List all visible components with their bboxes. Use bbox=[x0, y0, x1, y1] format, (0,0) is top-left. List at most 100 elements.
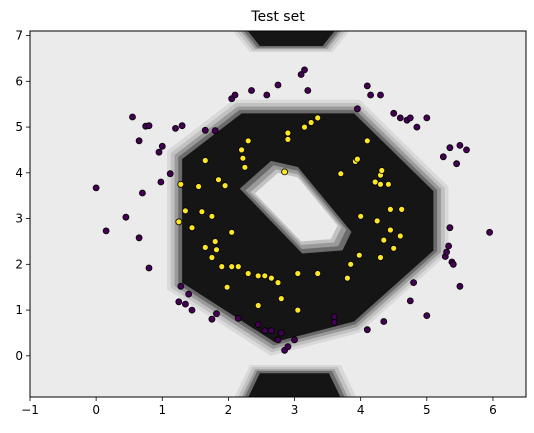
x-tick-label: 3 bbox=[291, 403, 299, 417]
point-class-1 bbox=[211, 238, 219, 245]
point-class-1 bbox=[314, 270, 322, 277]
point-class-0 bbox=[181, 300, 189, 308]
chart-title: Test set bbox=[250, 9, 305, 25]
point-class-1 bbox=[181, 207, 189, 215]
contour-top-4 bbox=[247, 31, 335, 46]
point-class-1 bbox=[244, 137, 252, 145]
point-class-0 bbox=[208, 315, 216, 323]
point-class-0 bbox=[456, 282, 464, 290]
point-class-0 bbox=[453, 160, 461, 168]
point-class-1 bbox=[221, 182, 229, 190]
point-class-0 bbox=[363, 326, 371, 334]
y-tick-label: 5 bbox=[15, 120, 23, 134]
point-class-1 bbox=[241, 163, 249, 171]
point-class-1 bbox=[307, 119, 315, 126]
point-class-1 bbox=[198, 208, 206, 216]
point-class-1 bbox=[208, 254, 216, 261]
point-class-0 bbox=[158, 142, 166, 150]
point-class-0 bbox=[267, 327, 275, 335]
plot-frame bbox=[29, 30, 527, 398]
point-class-0 bbox=[211, 127, 219, 135]
x-axis: −1 0 1 2 3 4 5 6 bbox=[21, 397, 497, 417]
point-class-0 bbox=[406, 114, 414, 122]
point-class-1 bbox=[234, 263, 242, 271]
point-class-0 bbox=[443, 248, 451, 256]
point-class-0 bbox=[274, 336, 282, 344]
point-class-0 bbox=[486, 228, 494, 236]
point-class-1 bbox=[277, 295, 285, 303]
point-class-0 bbox=[102, 227, 110, 235]
point-class-1 bbox=[390, 244, 398, 252]
point-class-0 bbox=[248, 87, 255, 94]
point-class-0 bbox=[231, 91, 239, 99]
contour-hole-3 bbox=[254, 172, 338, 242]
point-class-1 bbox=[218, 263, 226, 271]
point-class-0 bbox=[254, 321, 262, 329]
point-class-0 bbox=[135, 234, 143, 242]
point-class-1 bbox=[254, 272, 262, 280]
x-tick-label: 4 bbox=[357, 403, 365, 417]
point-class-0 bbox=[406, 297, 414, 305]
point-class-0 bbox=[413, 123, 421, 131]
point-class-0 bbox=[304, 87, 312, 94]
point-class-1 bbox=[337, 170, 345, 178]
point-class-1 bbox=[175, 218, 183, 226]
point-class-1 bbox=[384, 180, 392, 188]
point-class-1 bbox=[208, 212, 216, 220]
point-class-0 bbox=[445, 242, 453, 250]
point-class-0 bbox=[188, 306, 196, 314]
point-class-0 bbox=[390, 109, 398, 117]
x-tick-label: 5 bbox=[423, 403, 431, 417]
point-class-1 bbox=[294, 270, 302, 277]
point-class-0 bbox=[145, 264, 153, 272]
point-class-1 bbox=[228, 228, 236, 236]
point-class-1 bbox=[398, 205, 406, 213]
point-class-1 bbox=[201, 243, 209, 251]
point-class-1 bbox=[347, 260, 355, 268]
point-class-1 bbox=[314, 114, 322, 122]
plot-area bbox=[30, 31, 526, 397]
point-class-1 bbox=[357, 212, 365, 220]
point-class-0 bbox=[129, 113, 136, 121]
point-class-0 bbox=[353, 105, 361, 113]
point-class-1 bbox=[353, 155, 361, 163]
point-class-0 bbox=[92, 184, 100, 192]
point-class-1 bbox=[228, 263, 236, 271]
y-tick-label: 4 bbox=[15, 166, 23, 180]
point-class-0 bbox=[330, 318, 338, 326]
point-class-1 bbox=[377, 254, 384, 261]
x-tick-label: 1 bbox=[158, 403, 166, 417]
x-tick-label: −1 bbox=[21, 403, 39, 417]
point-class-1 bbox=[284, 135, 292, 143]
point-class-0 bbox=[172, 124, 179, 132]
point-class-0 bbox=[122, 213, 130, 221]
point-class-0 bbox=[185, 290, 193, 298]
point-class-0 bbox=[380, 318, 388, 325]
y-tick-label: 0 bbox=[15, 349, 23, 363]
point-class-0 bbox=[155, 148, 163, 156]
point-class-0 bbox=[263, 91, 271, 99]
point-class-1 bbox=[254, 302, 262, 309]
point-class-1 bbox=[215, 176, 222, 184]
point-class-0 bbox=[423, 114, 431, 122]
point-class-1 bbox=[301, 123, 308, 131]
point-class-1 bbox=[223, 283, 231, 291]
point-class-0 bbox=[213, 310, 220, 318]
point-class-1 bbox=[261, 272, 269, 280]
x-tick-label: 6 bbox=[489, 403, 497, 417]
point-class-1 bbox=[386, 205, 394, 213]
point-class-1 bbox=[378, 167, 386, 174]
point-class-0 bbox=[284, 343, 292, 351]
point-class-1 bbox=[201, 157, 209, 164]
point-class-0 bbox=[446, 144, 454, 152]
point-class-1 bbox=[188, 224, 196, 232]
point-class-1 bbox=[213, 246, 220, 254]
point-class-0 bbox=[175, 298, 183, 306]
point-class-0 bbox=[396, 114, 404, 122]
y-tick-label: 2 bbox=[15, 257, 23, 271]
point-class-0 bbox=[456, 141, 464, 149]
point-class-1 bbox=[238, 146, 246, 154]
point-class-0 bbox=[463, 146, 470, 154]
point-class-0 bbox=[145, 122, 153, 130]
